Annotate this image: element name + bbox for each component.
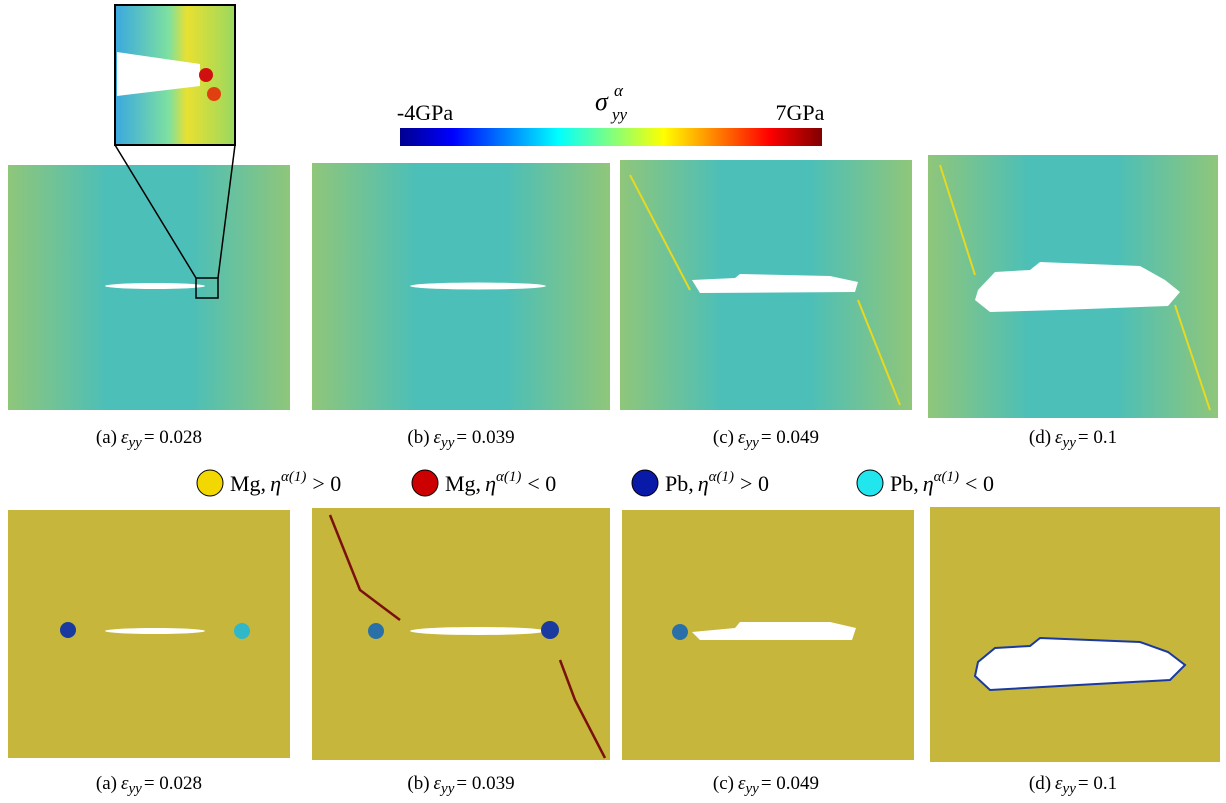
colorbar: -4GPa 7GPa σ α yy [397, 81, 825, 146]
caption-label: (d) [1029, 773, 1051, 794]
caption: (c)εyy= 0.049 [713, 427, 819, 451]
caption-label: (a) [96, 773, 117, 794]
colorbar-gradient [400, 128, 822, 146]
crack [105, 628, 205, 634]
caption-value: = 0.049 [761, 427, 819, 448]
colorbar-superscript: α [614, 81, 624, 100]
caption-value: = 0.039 [456, 427, 514, 448]
strain-subscript: yy [127, 781, 143, 797]
strain-subscript: yy [439, 781, 455, 797]
legend-marker [197, 470, 223, 496]
caption-value: = 0.028 [144, 427, 202, 448]
cluster [234, 623, 250, 639]
legend-relation: < 0 [527, 471, 556, 496]
legend-superscript: α(1) [709, 469, 734, 485]
caption: (d)εyy= 0.1 [1029, 427, 1117, 451]
phase-maps [8, 507, 1220, 762]
cluster [541, 621, 559, 639]
legend-element: Pb, [890, 471, 919, 496]
caption-value: = 0.039 [456, 773, 514, 794]
legend-label: Mg,ηα(1) > 0 [230, 469, 341, 496]
caption: (b)εyy= 0.039 [407, 427, 514, 451]
colorbar-min: -4GPa [397, 100, 453, 125]
legend-symbol: η [270, 471, 281, 496]
caption-label: (c) [713, 427, 734, 448]
legend-superscript: α(1) [496, 469, 521, 485]
inset-atom [207, 87, 221, 101]
cluster [60, 622, 76, 638]
legend-relation: > 0 [312, 471, 341, 496]
legend-marker [412, 470, 438, 496]
colorbar-subscript: yy [610, 105, 628, 124]
legend-marker [632, 470, 658, 496]
crack [105, 283, 205, 289]
strain-subscript: yy [439, 435, 455, 451]
caption: (a)εyy= 0.028 [96, 773, 202, 797]
caption-value: = 0.028 [144, 773, 202, 794]
caption-label: (b) [407, 773, 429, 794]
legend-relation: < 0 [965, 471, 994, 496]
legend-relation: > 0 [740, 471, 769, 496]
legend-superscript: α(1) [281, 469, 306, 485]
colorbar-symbol: σ [595, 87, 609, 116]
legend-element: Pb, [665, 471, 694, 496]
crack [410, 627, 546, 635]
caption-label: (d) [1029, 427, 1051, 448]
cluster [672, 624, 688, 640]
legend-symbol: η [923, 471, 934, 496]
legend-label: Pb,ηα(1) < 0 [890, 469, 994, 496]
legend-superscript: α(1) [934, 469, 959, 485]
stress-maps [8, 155, 1218, 418]
inset-atom [199, 68, 213, 82]
strain-subscript: yy [127, 435, 143, 451]
strain-subscript: yy [744, 781, 760, 797]
caption: (d)εyy= 0.1 [1029, 773, 1117, 797]
legend-symbol: η [485, 471, 496, 496]
caption: (a)εyy= 0.028 [96, 427, 202, 451]
legend-label: Pb,ηα(1) > 0 [665, 469, 769, 496]
panel [930, 507, 1220, 762]
colorbar-max: 7GPa [776, 100, 825, 125]
caption-value: = 0.1 [1078, 773, 1117, 794]
strain-subscript: yy [1061, 781, 1077, 797]
caption: (b)εyy= 0.039 [407, 773, 514, 797]
cluster [368, 623, 384, 639]
strain-subscript: yy [1061, 435, 1077, 451]
caption-label: (a) [96, 427, 117, 448]
legend-element: Mg, [445, 471, 481, 496]
strain-subscript: yy [744, 435, 760, 451]
figure: -4GPa 7GPa σ α yy (a)εyy= 0.028 (b)εyy= 0… [0, 0, 1226, 803]
caption-value: = 0.049 [761, 773, 819, 794]
caption: (c)εyy= 0.049 [713, 773, 819, 797]
legend-marker [857, 470, 883, 496]
caption-label: (c) [713, 773, 734, 794]
legend-label: Mg,ηα(1) < 0 [445, 469, 556, 496]
crack [410, 283, 546, 290]
legend-symbol: η [698, 471, 709, 496]
caption-value: = 0.1 [1078, 427, 1117, 448]
legend-element: Mg, [230, 471, 266, 496]
caption-label: (b) [407, 427, 429, 448]
